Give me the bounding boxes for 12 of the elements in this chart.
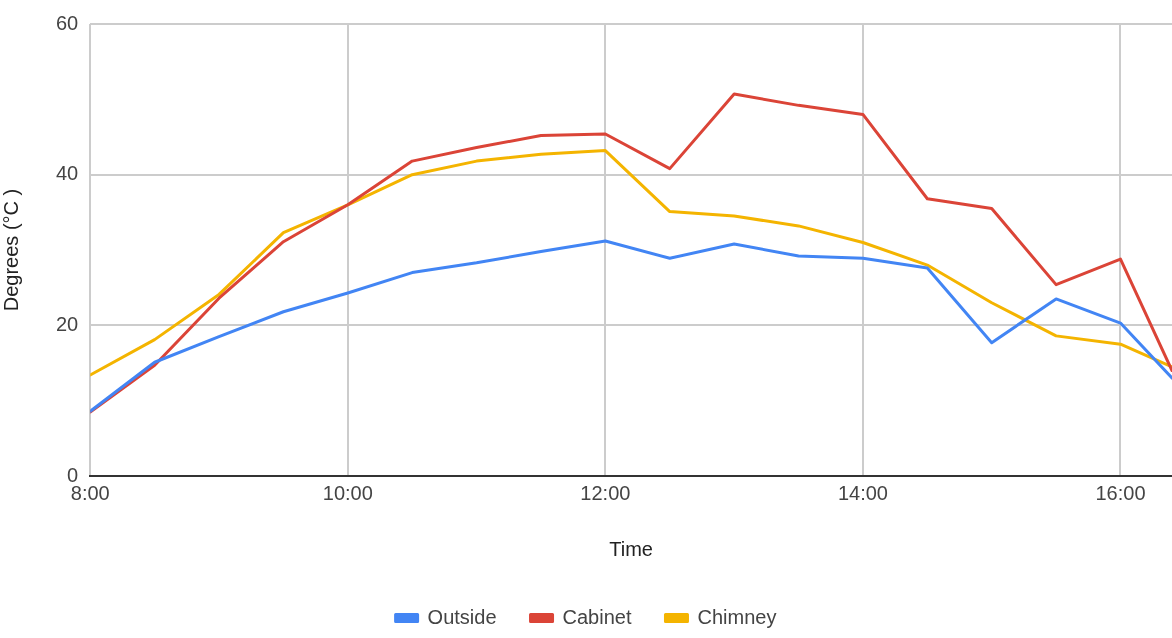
x-tick-label: 10:00 bbox=[322, 481, 373, 504]
y-tick-label: 40 bbox=[56, 162, 79, 185]
x-tick-label: 12:00 bbox=[580, 481, 631, 504]
x-tick-label: 16:00 bbox=[1095, 481, 1146, 504]
y-tick-label: 60 bbox=[56, 11, 79, 34]
legend-label: Chimney bbox=[697, 605, 777, 628]
legend-label: Cabinet bbox=[562, 605, 632, 628]
y-tick-label: 20 bbox=[56, 312, 79, 335]
x-tick-label: 14:00 bbox=[837, 481, 888, 504]
x-axis-title: Time bbox=[609, 537, 653, 560]
y-axis-title: Degrees (°C ) bbox=[0, 188, 22, 312]
legend-label: Outside bbox=[427, 605, 497, 628]
